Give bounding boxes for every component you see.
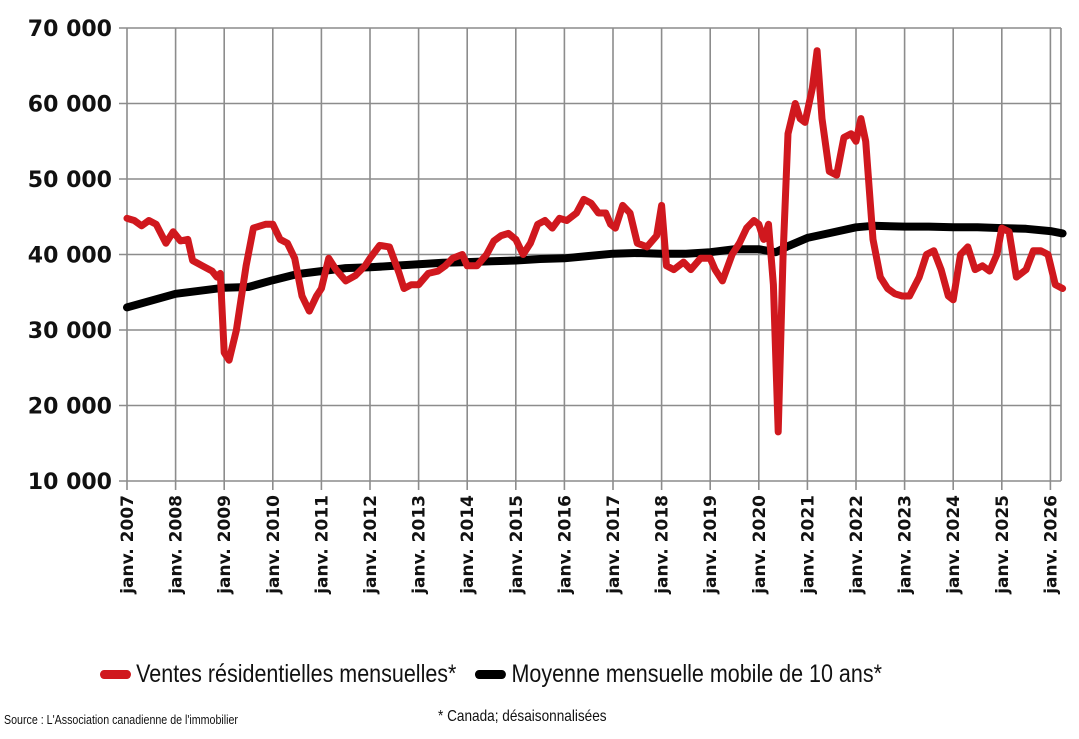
footnote: * Canada; désaisonnalisées (438, 708, 607, 725)
x-tick-label: janv. 2026 (1041, 495, 1061, 595)
y-tick-label: 50 000 (28, 168, 112, 193)
y-tick-label: 30 000 (28, 319, 112, 344)
x-tick-label: janv. 2009 (215, 495, 235, 595)
source-note: Source : L'Association canadienne de l'i… (4, 712, 238, 727)
red-line-swatch-icon (100, 670, 131, 679)
legend: Ventes résidentielles mensuelles* Moyenn… (100, 660, 901, 689)
x-tick-label: janv. 2015 (507, 495, 527, 595)
sales-line (123, 47, 1067, 436)
y-tick-label: 10 000 (28, 470, 112, 495)
legend-item-ventes: Ventes résidentielles mensuelles* (100, 660, 456, 689)
x-tick-label: janv. 2013 (410, 495, 430, 595)
x-tick-label: janv. 2019 (701, 495, 721, 595)
x-tick-label: janv. 2021 (798, 495, 818, 595)
x-tick-label: janv. 2024 (944, 495, 964, 595)
x-tick-label: janv. 2018 (653, 495, 673, 595)
x-tick-label: janv. 2022 (847, 495, 867, 595)
x-axis: janv. 2007 janv. 2008 janv. 2009 janv. 2010… (118, 495, 1061, 595)
line-chart: 10 000 20 000 30 000 40 000 50 000 60 000 70 0… (28, 17, 1067, 595)
y-axis: 10 000 20 000 30 000 40 000 50 000 60 000 70 0… (28, 17, 112, 495)
legend-label: Moyenne mensuelle mobile de 10 ans* (511, 660, 882, 688)
x-tick-label: janv. 2007 (118, 495, 138, 595)
x-tick-label: janv. 2020 (750, 495, 770, 595)
y-tick-label: 40 000 (28, 244, 112, 269)
x-tick-label: janv. 2010 (264, 495, 284, 595)
moving-average-line (123, 221, 1067, 312)
x-tick-label: janv. 2025 (993, 495, 1013, 595)
black-line-swatch-icon (475, 670, 507, 679)
y-tick-label: 60 000 (28, 93, 112, 118)
x-tick-label: janv. 2023 (896, 495, 916, 595)
x-tick-label: janv. 2016 (555, 495, 575, 595)
x-tick-label: janv. 2012 (361, 495, 381, 595)
y-tick-label: 20 000 (28, 395, 112, 420)
x-tick-label: janv. 2017 (604, 495, 624, 595)
y-tick-label: 70 000 (28, 17, 112, 42)
x-tick-label: janv. 2014 (458, 495, 478, 595)
legend-label: Ventes résidentielles mensuelles* (136, 660, 457, 688)
data-series (123, 47, 1067, 436)
x-tick-label: janv. 2008 (167, 495, 187, 595)
legend-item-moyenne: Moyenne mensuelle mobile de 10 ans* (475, 660, 882, 689)
x-tick-label: janv. 2011 (312, 495, 332, 595)
